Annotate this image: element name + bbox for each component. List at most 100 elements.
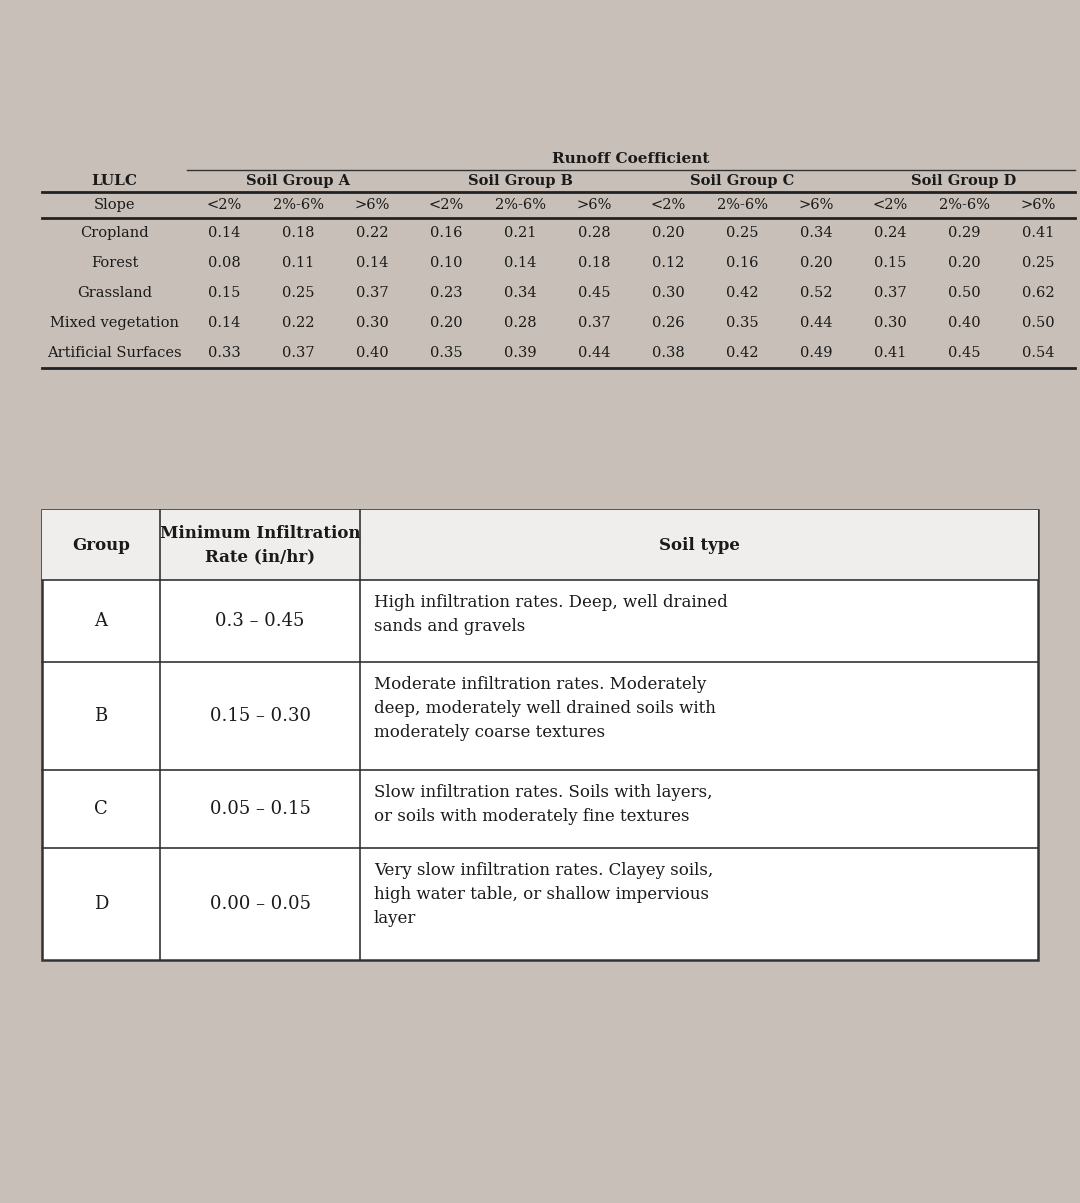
Text: B: B	[94, 707, 108, 725]
Text: 0.37: 0.37	[355, 286, 389, 300]
Text: 0.42: 0.42	[726, 346, 758, 360]
Text: 0.18: 0.18	[282, 226, 314, 241]
Text: 0.30: 0.30	[651, 286, 685, 300]
Text: 0.34: 0.34	[799, 226, 833, 241]
Text: LULC: LULC	[92, 174, 137, 188]
Text: 0.44: 0.44	[578, 346, 610, 360]
Text: Artificial Surfaces: Artificial Surfaces	[48, 346, 181, 360]
Text: >6%: >6%	[1021, 198, 1055, 212]
Text: <2%: <2%	[873, 198, 907, 212]
Text: 0.42: 0.42	[726, 286, 758, 300]
Text: 2%-6%: 2%-6%	[939, 198, 989, 212]
Text: <2%: <2%	[650, 198, 686, 212]
Text: >6%: >6%	[354, 198, 390, 212]
Text: Slow infiltration rates. Soils with layers,
or soils with moderately fine textur: Slow infiltration rates. Soils with laye…	[374, 784, 713, 825]
Text: 0.49: 0.49	[800, 346, 833, 360]
Text: 0.20: 0.20	[430, 316, 462, 330]
Text: 0.14: 0.14	[207, 316, 240, 330]
Text: 0.50: 0.50	[1022, 316, 1054, 330]
Text: Slope: Slope	[94, 198, 135, 212]
Text: 0.20: 0.20	[947, 256, 981, 269]
Text: 0.28: 0.28	[503, 316, 537, 330]
Text: 0.28: 0.28	[578, 226, 610, 241]
Text: Mixed vegetation: Mixed vegetation	[50, 316, 179, 330]
Bar	[42, 510, 1038, 960]
Text: 0.21: 0.21	[503, 226, 536, 241]
Text: Soil Group D: Soil Group D	[912, 174, 1016, 188]
Text: 0.3 – 0.45: 0.3 – 0.45	[215, 612, 305, 630]
Text: 0.23: 0.23	[430, 286, 462, 300]
Text: 0.08: 0.08	[207, 256, 241, 269]
Text: Forest: Forest	[91, 256, 138, 269]
Text: Grassland: Grassland	[77, 286, 152, 300]
Text: 0.62: 0.62	[1022, 286, 1054, 300]
Text: <2%: <2%	[429, 198, 463, 212]
Text: Minimum Infiltration
Rate (in/hr): Minimum Infiltration Rate (in/hr)	[160, 525, 361, 565]
Text: <2%: <2%	[206, 198, 242, 212]
Text: 0.37: 0.37	[282, 346, 314, 360]
Text: 0.25: 0.25	[726, 226, 758, 241]
Text: 0.15 – 0.30: 0.15 – 0.30	[210, 707, 311, 725]
Text: 0.05 – 0.15: 0.05 – 0.15	[210, 800, 310, 818]
Text: 0.45: 0.45	[578, 286, 610, 300]
Text: 0.39: 0.39	[503, 346, 537, 360]
Text: 0.00 – 0.05: 0.00 – 0.05	[210, 895, 311, 913]
Text: Moderate infiltration rates. Moderately
deep, moderately well drained soils with: Moderate infiltration rates. Moderately …	[374, 676, 716, 741]
Text: 0.41: 0.41	[1022, 226, 1054, 241]
Text: 0.52: 0.52	[800, 286, 833, 300]
Text: 0.12: 0.12	[652, 256, 685, 269]
Text: 0.54: 0.54	[1022, 346, 1054, 360]
Text: 2%-6%: 2%-6%	[495, 198, 545, 212]
Text: Soil type: Soil type	[659, 537, 740, 553]
Text: 0.26: 0.26	[651, 316, 685, 330]
Text: 0.30: 0.30	[874, 316, 906, 330]
Text: Cropland: Cropland	[80, 226, 149, 241]
Text: 0.45: 0.45	[948, 346, 981, 360]
Text: 0.44: 0.44	[800, 316, 833, 330]
Text: 0.37: 0.37	[874, 286, 906, 300]
Text: 0.22: 0.22	[282, 316, 314, 330]
Text: 0.11: 0.11	[282, 256, 314, 269]
Text: 0.50: 0.50	[947, 286, 981, 300]
Text: 0.25: 0.25	[282, 286, 314, 300]
Text: 0.30: 0.30	[355, 316, 389, 330]
Text: 2%-6%: 2%-6%	[716, 198, 768, 212]
Text: 0.40: 0.40	[355, 346, 389, 360]
Text: 0.22: 0.22	[355, 226, 388, 241]
Text: A: A	[95, 612, 108, 630]
Text: 0.15: 0.15	[207, 286, 240, 300]
Text: 0.38: 0.38	[651, 346, 685, 360]
Text: 0.20: 0.20	[799, 256, 833, 269]
Text: 0.10: 0.10	[430, 256, 462, 269]
Text: 0.40: 0.40	[947, 316, 981, 330]
Text: 0.37: 0.37	[578, 316, 610, 330]
Text: 0.35: 0.35	[430, 346, 462, 360]
Text: 0.41: 0.41	[874, 346, 906, 360]
Text: Soil Group B: Soil Group B	[468, 174, 572, 188]
Text: Group: Group	[72, 537, 130, 553]
Text: 0.25: 0.25	[1022, 256, 1054, 269]
Text: 2%-6%: 2%-6%	[272, 198, 324, 212]
Text: 0.14: 0.14	[355, 256, 388, 269]
Text: Soil Group C: Soil Group C	[690, 174, 794, 188]
Text: Soil Group A: Soil Group A	[246, 174, 350, 188]
Text: 0.33: 0.33	[207, 346, 241, 360]
Bar	[42, 510, 1038, 580]
Text: 0.16: 0.16	[726, 256, 758, 269]
Text: 0.14: 0.14	[207, 226, 240, 241]
Text: Very slow infiltration rates. Clayey soils,
high water table, or shallow impervi: Very slow infiltration rates. Clayey soi…	[374, 863, 713, 928]
Text: C: C	[94, 800, 108, 818]
Text: 0.24: 0.24	[874, 226, 906, 241]
Text: >6%: >6%	[577, 198, 611, 212]
Text: 0.15: 0.15	[874, 256, 906, 269]
Text: 0.14: 0.14	[503, 256, 536, 269]
Text: 0.20: 0.20	[651, 226, 685, 241]
Text: 0.29: 0.29	[948, 226, 981, 241]
Text: 0.18: 0.18	[578, 256, 610, 269]
Text: Runoff Coefficient: Runoff Coefficient	[552, 152, 710, 166]
Text: 0.35: 0.35	[726, 316, 758, 330]
Text: 0.34: 0.34	[503, 286, 537, 300]
Text: High infiltration rates. Deep, well drained
sands and gravels: High infiltration rates. Deep, well drai…	[374, 594, 728, 635]
Text: D: D	[94, 895, 108, 913]
Text: >6%: >6%	[798, 198, 834, 212]
